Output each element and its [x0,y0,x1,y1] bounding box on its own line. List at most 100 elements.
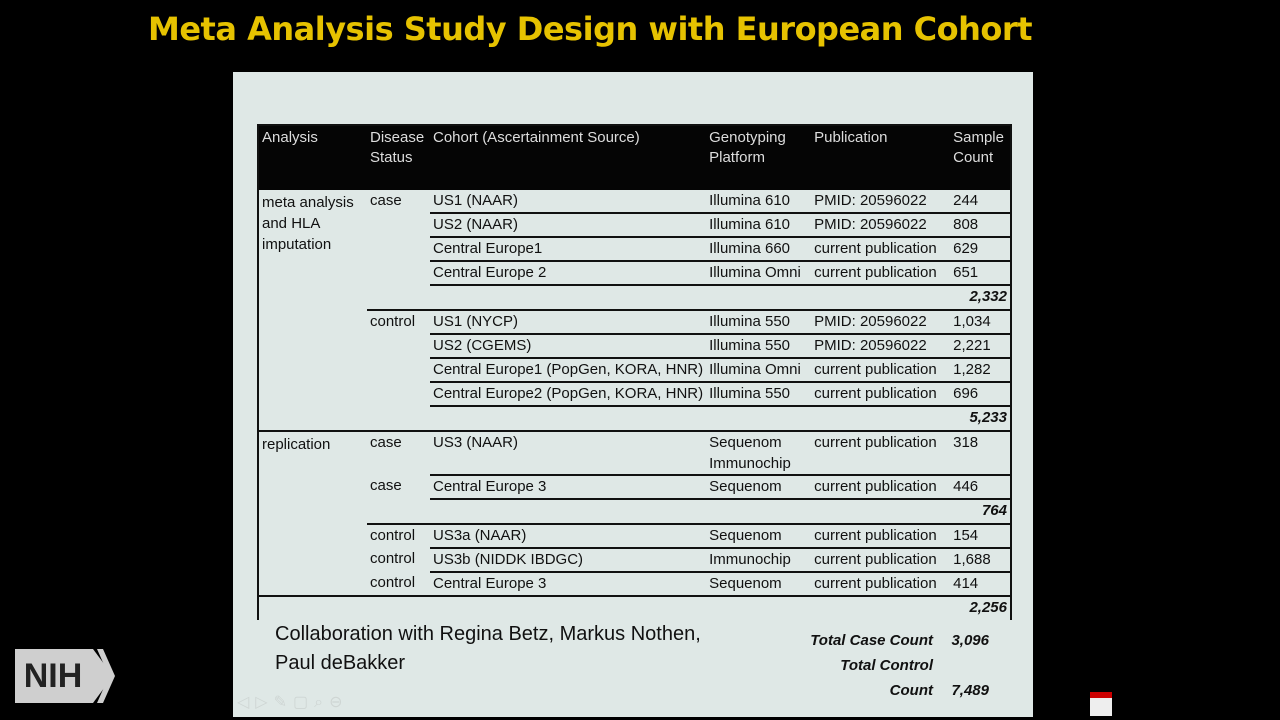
subtotal-value: 5,233 [950,406,1011,432]
publication-cell: current publication [811,524,951,549]
subtotal-spacer [367,499,951,525]
sample-count-cell: 629 [950,237,1011,262]
table-row: control Central Europe 3 Sequenom current p… [258,572,1011,597]
platform-cell: Illumina 660 [706,237,812,262]
publication-cell: current publication [811,431,951,476]
col-analysis: Analysis [258,125,367,190]
sample-count-cell: 1,034 [950,310,1011,335]
publication-cell: current publication [811,358,951,383]
cohort-cell: US1 (NYCP) [430,310,707,335]
subtotal-spacer [367,285,951,311]
cohort-cell: US3 (NAAR) [430,431,707,476]
table-header-row: Analysis Disease Status Cohort (Ascertai… [258,125,1011,190]
platform-cell: Sequenom [706,475,812,500]
sample-count-cell: 651 [950,261,1011,286]
platform-cell: Illumina Omni [706,261,812,286]
platform-cell: Sequenom Immunochip [706,431,812,476]
sample-count-cell: 318 [950,431,1011,476]
subtotal-value: 764 [950,499,1011,525]
platform-cell: Illumina 550 [706,334,812,359]
cohort-cell: Central Europe 2 [430,261,707,286]
publication-cell: current publication [811,475,951,500]
platform-cell: Sequenom [706,572,812,597]
table-row: Central Europe1 (PopGen, KORA, HNR) Illum… [258,358,1011,383]
table-row: US2 (NAAR) Illumina 610 PMID: 20596022 808 [258,213,1011,238]
sample-count-cell: 696 [950,382,1011,407]
publication-cell: current publication [811,572,951,597]
disease-status-cell: control [370,527,416,544]
totals: Total Case Count 3,096 Total Control Coun… [793,628,989,699]
table-row: control US3a (NAAR) Sequenom current public… [258,524,1011,549]
slide-nav-controls[interactable]: ◁▷✎▢⌕⊖ [237,694,349,711]
table-row: control US1 (NYCP) Illumina 550 PMID: 20596… [258,310,1011,335]
sample-count-cell: 446 [950,475,1011,500]
final-subtotal-value: 2,256 [950,596,1011,620]
table-row: US2 (CGEMS) Illumina 550 PMID: 20596022 2,2… [258,334,1011,359]
svg-text:NIH: NIH [24,657,83,695]
taskbar-app-icon[interactable] [1090,692,1112,716]
total-case-count: Total Case Count 3,096 [810,632,989,649]
collaboration-note: Collaboration with Regina Betz, Markus N… [275,620,701,678]
table-row: Central Europe1 Illumina 660 current publi… [258,237,1011,262]
cohort-cell: US3b (NIDDK IBDGC) [430,548,707,573]
final-subtotal-row: 2,256 [258,596,1011,620]
platform-cell: Illumina 610 [706,190,812,214]
publication-cell: PMID: 20596022 [811,310,951,335]
table-row: case Central Europe 3 Sequenom current publ… [258,475,1011,500]
platform-cell: Illumina 550 [706,382,812,407]
sample-count-cell: 414 [950,572,1011,597]
cohort-cell: US2 (NAAR) [430,213,707,238]
slide-title: Meta Analysis Study Design with European… [148,10,1032,48]
col-publication: Publication [811,125,951,190]
disease-status-cell: case [370,192,402,209]
publication-cell: current publication [811,382,951,407]
platform-cell: Sequenom [706,524,812,549]
slide: Analysis Disease Status Cohort (Ascertai… [233,72,1033,717]
total-control-count: Total Control Count 7,489 [840,657,989,699]
platform-cell: Immunochip [706,548,812,573]
analysis-cell: replication [258,431,367,597]
publication-cell: PMID: 20596022 [811,213,951,238]
platform-cell: Illumina 550 [706,310,812,335]
cohort-cell: Central Europe1 [430,237,707,262]
sample-count-cell: 1,688 [950,548,1011,573]
cohort-cell: Central Europe1 (PopGen, KORA, HNR) [430,358,707,383]
col-platform: Genotyping Platform [706,125,812,190]
subtotal-spacer [367,406,951,432]
col-disease-status: Disease Status [367,125,430,190]
disease-status-cell: control [370,574,416,591]
subtotal-row: 764 [258,499,1011,525]
nih-logo: NIH [15,649,115,703]
col-cohort: Cohort (Ascertainment Source) [430,125,707,190]
table-row: Central Europe2 (PopGen, KORA, HNR) Illum… [258,382,1011,407]
disease-status-cell: control [370,550,416,567]
collaboration-line: Collaboration with Regina Betz, Markus N… [275,623,701,645]
table-row: replication case US3 (NAAR) Sequenom Immuno… [258,431,1011,597]
collaboration-line: Paul deBakker [275,652,406,674]
cohort-cell: Central Europe 3 [430,572,707,597]
sample-count-cell: 808 [950,213,1011,238]
publication-cell: current publication [811,237,951,262]
cohort-cell: Central Europe2 (PopGen, KORA, HNR) [430,382,707,407]
publication-cell: PMID: 20596022 [811,334,951,359]
cohort-cell: US1 (NAAR) [430,190,707,214]
publication-cell: PMID: 20596022 [811,190,951,214]
subtotal-row: 5,233 [258,406,1011,432]
subtotal-row: 2,332 [258,285,1011,311]
sample-count-cell: 154 [950,524,1011,549]
platform-cell: Illumina Omni [706,358,812,383]
disease-status-cell: control [370,313,416,330]
table-row: control US3b (NIDDK IBDGC) Immunochip curre… [258,548,1011,573]
cohort-cell: US2 (CGEMS) [430,334,707,359]
sample-count-cell: 244 [950,190,1011,214]
sample-count-cell: 1,282 [950,358,1011,383]
subtotal-value: 2,332 [950,285,1011,311]
sample-count-cell: 2,221 [950,334,1011,359]
disease-status-cell: case [370,434,402,451]
analysis-cell: meta analysis and HLA imputation [258,190,367,432]
table-row: Central Europe 2 Illumina Omni current pub… [258,261,1011,286]
disease-status-cell: case [370,477,402,494]
study-design-table: Analysis Disease Status Cohort (Ascertai… [257,124,1012,620]
final-subtotal-spacer [258,596,951,620]
cohort-cell: US3a (NAAR) [430,524,707,549]
